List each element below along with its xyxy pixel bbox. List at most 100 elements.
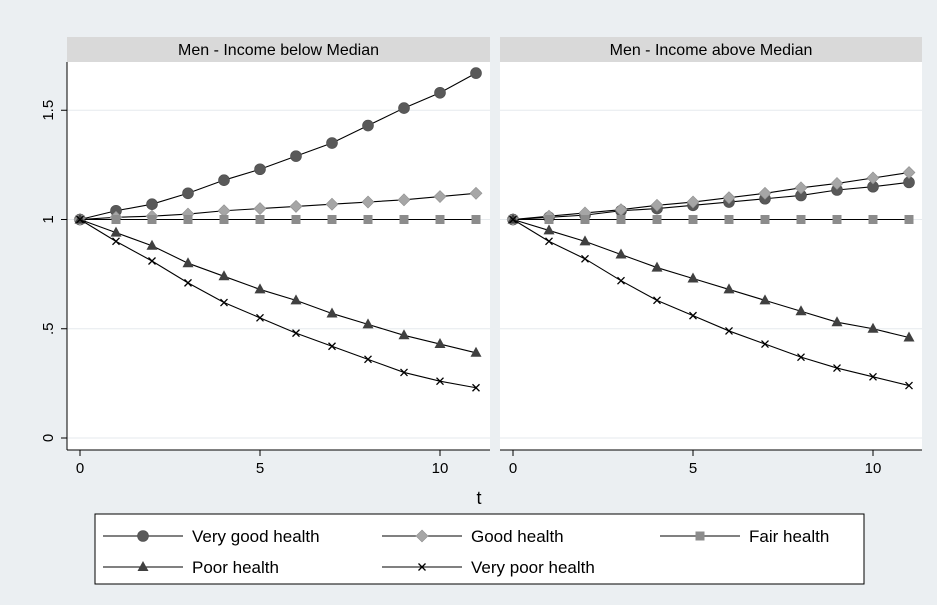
data-point-very-poor-health bbox=[617, 276, 625, 285]
data-point-very-good-health bbox=[398, 102, 410, 114]
legend-item-very-good-health: Very good health bbox=[103, 527, 320, 546]
series-line-very-poor-health bbox=[512, 219, 910, 387]
data-point-poor-health bbox=[362, 318, 374, 329]
data-point-very-poor-health bbox=[725, 326, 733, 335]
data-point-poor-health bbox=[651, 261, 663, 272]
data-point-poor-health bbox=[867, 322, 879, 333]
series-line-poor-health bbox=[79, 218, 477, 354]
series-very-poor-health bbox=[509, 215, 913, 390]
x-tick-label: 0 bbox=[76, 460, 84, 477]
data-point-very-good-health bbox=[290, 150, 302, 162]
data-point-very-poor-health bbox=[256, 313, 264, 322]
y-tick-label: 0 bbox=[40, 434, 57, 442]
data-point-poor-health bbox=[903, 331, 915, 342]
data-point-fair-health bbox=[652, 215, 662, 224]
data-point-fair-health bbox=[796, 215, 806, 224]
data-point-fair-health bbox=[255, 215, 265, 224]
legend-marker bbox=[415, 529, 429, 543]
x-axis-label: t bbox=[476, 488, 481, 508]
legend-label: Good health bbox=[471, 527, 564, 546]
legend-marker bbox=[418, 563, 426, 571]
series-very-poor-health bbox=[76, 215, 480, 392]
panel-title: Men - Income below Median bbox=[178, 42, 379, 59]
legend-label: Very poor health bbox=[471, 558, 595, 577]
data-point-fair-health bbox=[363, 215, 373, 224]
y-tick-label: 1.5 bbox=[40, 100, 57, 121]
y-tick-label: .5 bbox=[40, 322, 57, 335]
data-point-fair-health bbox=[616, 215, 626, 224]
data-point-very-poor-health bbox=[112, 237, 120, 246]
panel-plot-region bbox=[500, 62, 922, 450]
data-point-poor-health bbox=[579, 235, 591, 246]
data-point-very-poor-health bbox=[689, 311, 697, 320]
data-point-very-poor-health bbox=[328, 342, 336, 351]
panel-title-strip bbox=[500, 37, 922, 62]
data-point-very-poor-health bbox=[905, 381, 913, 390]
legend-item-good-health: Good health bbox=[382, 527, 564, 546]
data-point-good-health bbox=[794, 181, 808, 195]
x-tick-label: 10 bbox=[432, 460, 449, 477]
data-point-very-poor-health bbox=[400, 368, 408, 377]
data-point-good-health bbox=[433, 190, 447, 203]
series-good-health bbox=[73, 186, 483, 226]
data-point-fair-health bbox=[147, 215, 157, 224]
data-point-good-health bbox=[650, 198, 664, 212]
data-point-fair-health bbox=[291, 215, 301, 224]
data-point-poor-health bbox=[723, 283, 735, 294]
data-point-good-health bbox=[361, 195, 375, 209]
series-line-very-good-health bbox=[512, 181, 910, 221]
data-point-fair-health bbox=[724, 215, 734, 224]
legend-item-fair-health: Fair health bbox=[660, 527, 829, 546]
data-point-fair-health bbox=[688, 215, 698, 224]
data-point-poor-health bbox=[687, 272, 699, 283]
data-point-very-poor-health bbox=[220, 298, 228, 307]
legend-item-very-poor-health: Very poor health bbox=[382, 558, 595, 577]
data-point-good-health bbox=[325, 197, 339, 211]
data-point-very-poor-health bbox=[833, 364, 841, 373]
y-tick-label: 1 bbox=[40, 215, 57, 223]
legend-item-poor-health: Poor health bbox=[103, 558, 279, 577]
series-line-very-good-health bbox=[79, 72, 477, 221]
legend-marker bbox=[695, 531, 705, 541]
data-point-fair-health bbox=[580, 215, 590, 224]
data-point-very-poor-health bbox=[436, 377, 444, 386]
data-point-poor-health bbox=[398, 329, 410, 340]
data-point-poor-health bbox=[218, 270, 230, 281]
data-point-fair-health bbox=[183, 215, 193, 224]
data-point-poor-health bbox=[759, 294, 771, 305]
legend-label: Poor health bbox=[192, 558, 279, 577]
legend-frame bbox=[94, 513, 865, 585]
data-point-fair-health bbox=[760, 215, 770, 224]
data-point-poor-health bbox=[831, 316, 843, 327]
data-point-good-health bbox=[397, 193, 411, 207]
data-point-very-poor-health bbox=[869, 372, 877, 381]
data-point-very-good-health bbox=[362, 119, 374, 132]
data-point-very-good-health bbox=[470, 67, 482, 79]
data-point-very-good-health bbox=[254, 163, 266, 176]
panel-title-strip bbox=[67, 37, 490, 62]
data-point-poor-health bbox=[470, 346, 482, 357]
legend-label: Very good health bbox=[192, 527, 320, 546]
data-point-good-health bbox=[866, 171, 880, 185]
panel-2: Men - Income above Median 0 5 10 bbox=[500, 37, 922, 477]
data-point-poor-health bbox=[615, 248, 627, 259]
legend: Very good health Good health Fair health Po… bbox=[94, 513, 865, 585]
data-point-poor-health bbox=[434, 338, 446, 349]
data-point-very-poor-health bbox=[509, 215, 517, 224]
data-point-poor-health bbox=[326, 307, 338, 318]
legend-label: Fair health bbox=[749, 527, 829, 546]
data-point-very-poor-health bbox=[653, 296, 661, 305]
panel-1: Men - Income below Median 0 5 10 0 .5 1 1.5 bbox=[40, 37, 490, 477]
data-point-good-health bbox=[902, 166, 916, 179]
panel-title: Men - Income above Median bbox=[610, 42, 813, 59]
panel-plot-region bbox=[67, 62, 490, 450]
data-point-very-poor-health bbox=[761, 340, 769, 349]
data-point-fair-health bbox=[832, 215, 842, 224]
data-point-poor-health bbox=[182, 257, 194, 268]
data-point-very-good-health bbox=[182, 187, 194, 200]
data-point-good-health bbox=[686, 195, 700, 209]
legend-marker bbox=[137, 530, 149, 542]
data-point-poor-health bbox=[795, 305, 807, 316]
series-line-good-health bbox=[512, 171, 910, 221]
